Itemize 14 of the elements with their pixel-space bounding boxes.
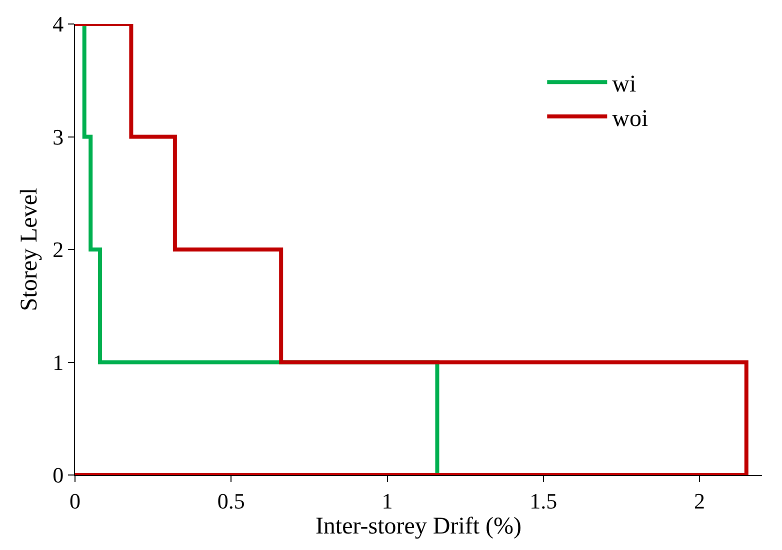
y-tick-label: 1 <box>52 350 64 375</box>
x-tick-label: 0 <box>70 488 80 514</box>
y-tick-label: 2 <box>52 237 64 262</box>
legend-label: woi <box>612 106 648 132</box>
y-tick-label: 3 <box>52 124 64 150</box>
x-tick-label: 1.5 <box>530 488 558 514</box>
legend-label: wi <box>612 72 636 98</box>
y-tick-label: 4 <box>52 12 64 37</box>
x-tick-label: 2 <box>694 488 706 514</box>
x-tick-label: 0.5 <box>217 488 245 514</box>
x-axis-title: Inter-storey Drift (%) <box>315 514 522 540</box>
x-tick-label: 1 <box>382 488 393 514</box>
y-axis-title: Storey Level <box>16 188 43 312</box>
y-tick-label: 0 <box>52 462 64 488</box>
